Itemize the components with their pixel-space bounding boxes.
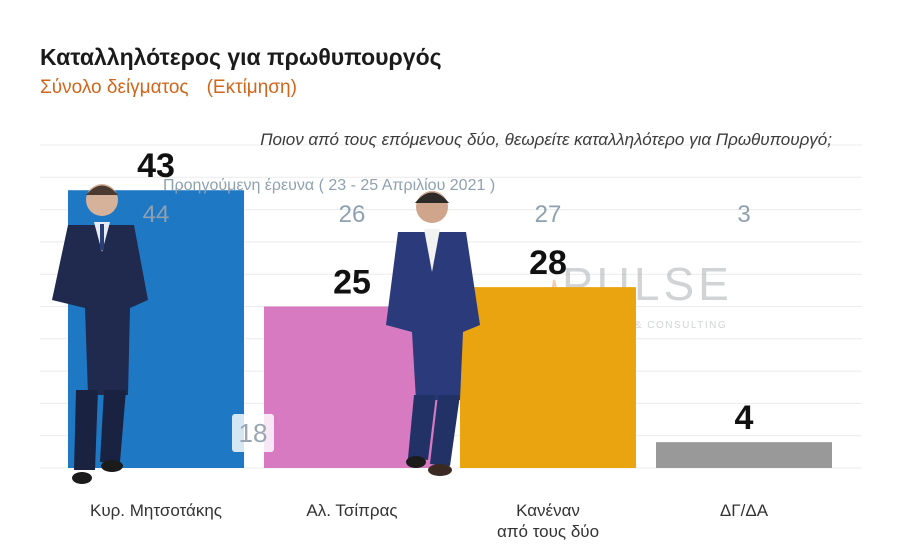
chart-subtitle: Σύνολο δείγματος (Εκτίμηση) <box>40 77 315 99</box>
tsipras-photo <box>386 191 480 476</box>
politician-photos <box>52 184 480 484</box>
chart-title: Καταλληλότερος για πρωθυπουργός <box>40 44 442 70</box>
data-label: 4 <box>735 399 754 437</box>
category-labels: Κυρ. Μητσοτάκης Αλ. Τσίπρας Κανέναν από του… <box>90 501 769 541</box>
category-label: από τους δύο <box>497 522 599 541</box>
previous-survey-label: Προηγούμενη έρευνα ( 23 - 25 Απριλίου 20… <box>163 177 496 194</box>
data-label: 25 <box>333 264 371 302</box>
category-label: Κανέναν <box>516 501 580 520</box>
survey-question: Ποιον από τους επόμενους δύο, θεωρείτε κ… <box>260 130 832 149</box>
data-label: 43 <box>137 147 175 185</box>
category-label: Κυρ. Μητσοτάκης <box>90 501 222 520</box>
watermark-tagline: RESEARCH & CONSULTING <box>563 320 727 331</box>
bar <box>656 442 832 468</box>
bars <box>68 190 832 468</box>
inner-value-label: 18 <box>232 414 274 452</box>
category-label: ΔΓ/ΔΑ <box>720 501 769 520</box>
previous-value-label: 27 <box>535 201 562 228</box>
category-label: Αλ. Τσίπρας <box>306 501 397 520</box>
current-values: 43 25 28 4 <box>137 147 753 437</box>
previous-values: 44 26 27 3 <box>143 201 751 228</box>
previous-value-label: 3 <box>737 201 750 228</box>
subtitle-note: (Εκτίμηση) <box>206 77 297 98</box>
previous-value-label: 26 <box>339 201 366 228</box>
mitsotakis-photo <box>52 184 148 484</box>
subtitle-sample: Σύνολο δείγματος <box>40 77 189 98</box>
previous-value-label: 44 <box>143 201 170 228</box>
bar <box>460 287 636 468</box>
data-label: 28 <box>529 244 567 282</box>
